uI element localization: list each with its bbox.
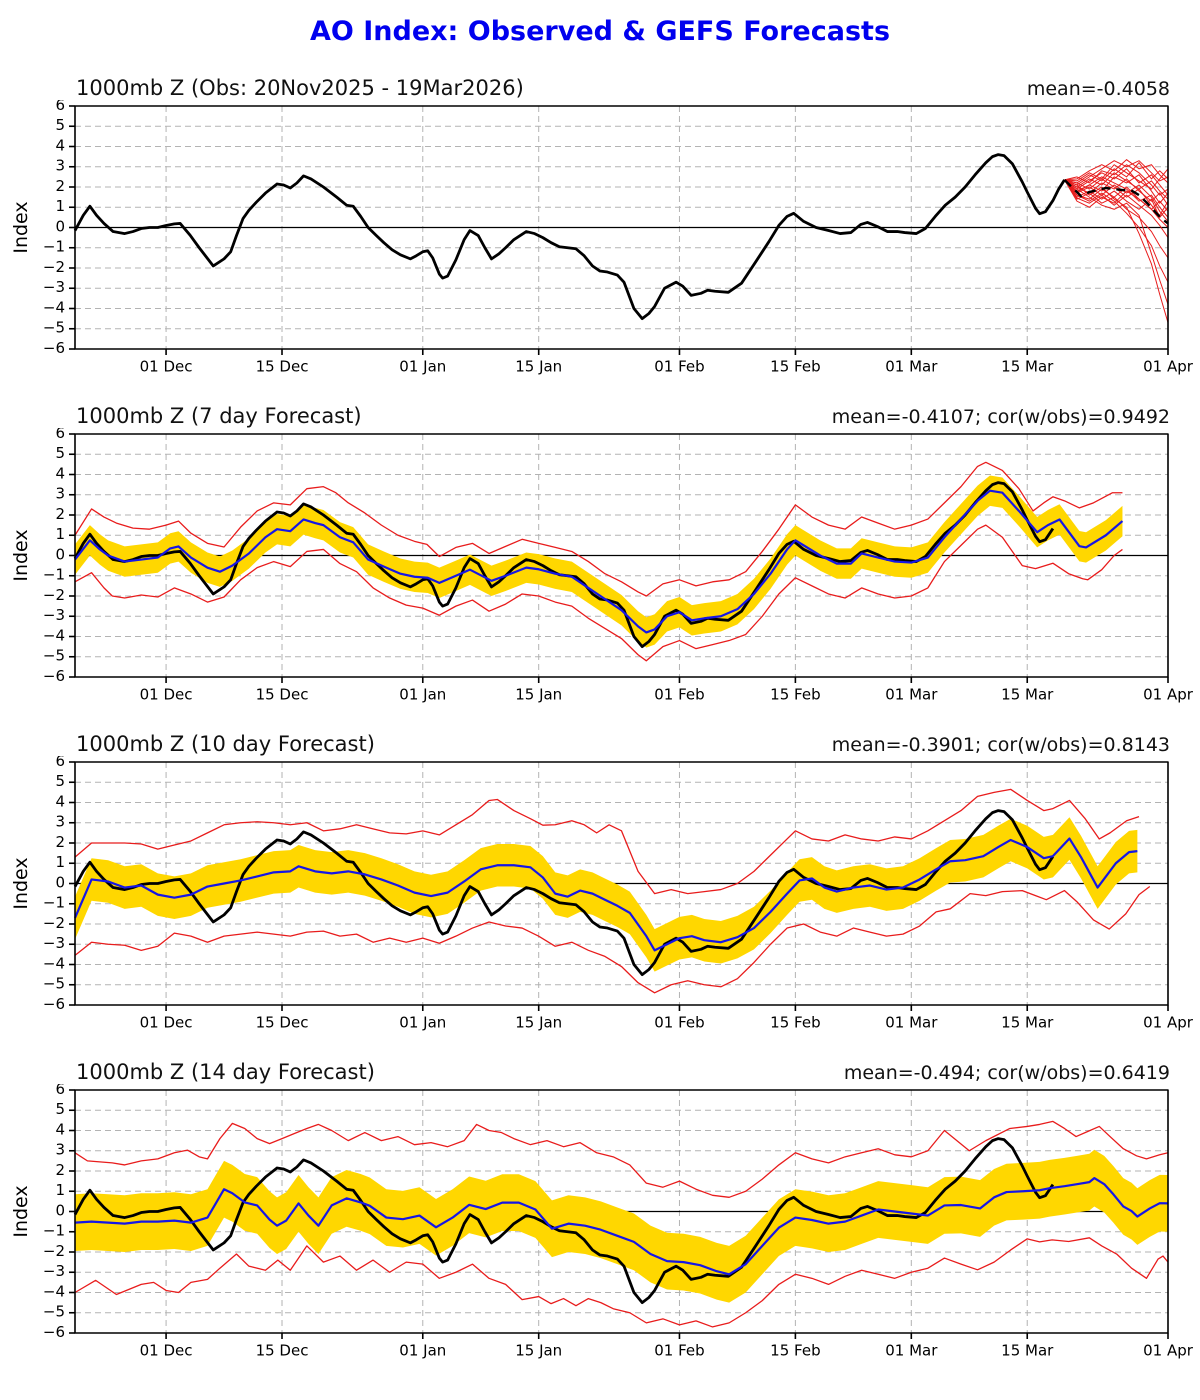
panel-14day-forecast: 1000mb Z (14 day Forecast) mean=-0.494; … (0, 1044, 1200, 1372)
panel-10day-title: 1000mb Z (10 day Forecast) (76, 732, 375, 756)
panel-14day-stats: mean=-0.494; cor(w/obs)=0.6419 (843, 1062, 1170, 1084)
panel-7day-forecast: 1000mb Z (7 day Forecast) mean=-0.4107; … (0, 388, 1200, 716)
panel-observed-title: 1000mb Z (Obs: 20Nov2025 - 19Mar2026) (76, 76, 524, 100)
panel-14day-header: 1000mb Z (14 day Forecast) mean=-0.494; … (0, 1044, 1200, 1084)
panel-observed: 1000mb Z (Obs: 20Nov2025 - 19Mar2026) me… (0, 60, 1200, 388)
forecast-7day-chart (0, 428, 1200, 704)
panel-7day-title: 1000mb Z (7 day Forecast) (76, 404, 362, 428)
panel-7day-header: 1000mb Z (7 day Forecast) mean=-0.4107; … (0, 388, 1200, 428)
panel-observed-header: 1000mb Z (Obs: 20Nov2025 - 19Mar2026) me… (0, 60, 1200, 100)
observed-ensemble-chart (0, 100, 1200, 376)
panel-10day-stats: mean=-0.3901; cor(w/obs)=0.8143 (831, 734, 1170, 756)
page-title: AO Index: Observed & GEFS Forecasts (309, 16, 891, 47)
panel-10day-header: 1000mb Z (10 day Forecast) mean=-0.3901;… (0, 716, 1200, 756)
panel-7day-stats: mean=-0.4107; cor(w/obs)=0.9492 (831, 406, 1170, 428)
forecast-14day-chart (0, 1084, 1200, 1360)
panel-14day-title: 1000mb Z (14 day Forecast) (76, 1060, 375, 1084)
forecast-10day-chart (0, 756, 1200, 1032)
panel-10day-forecast: 1000mb Z (10 day Forecast) mean=-0.3901;… (0, 716, 1200, 1044)
panel-observed-stats: mean=-0.4058 (1026, 78, 1170, 100)
